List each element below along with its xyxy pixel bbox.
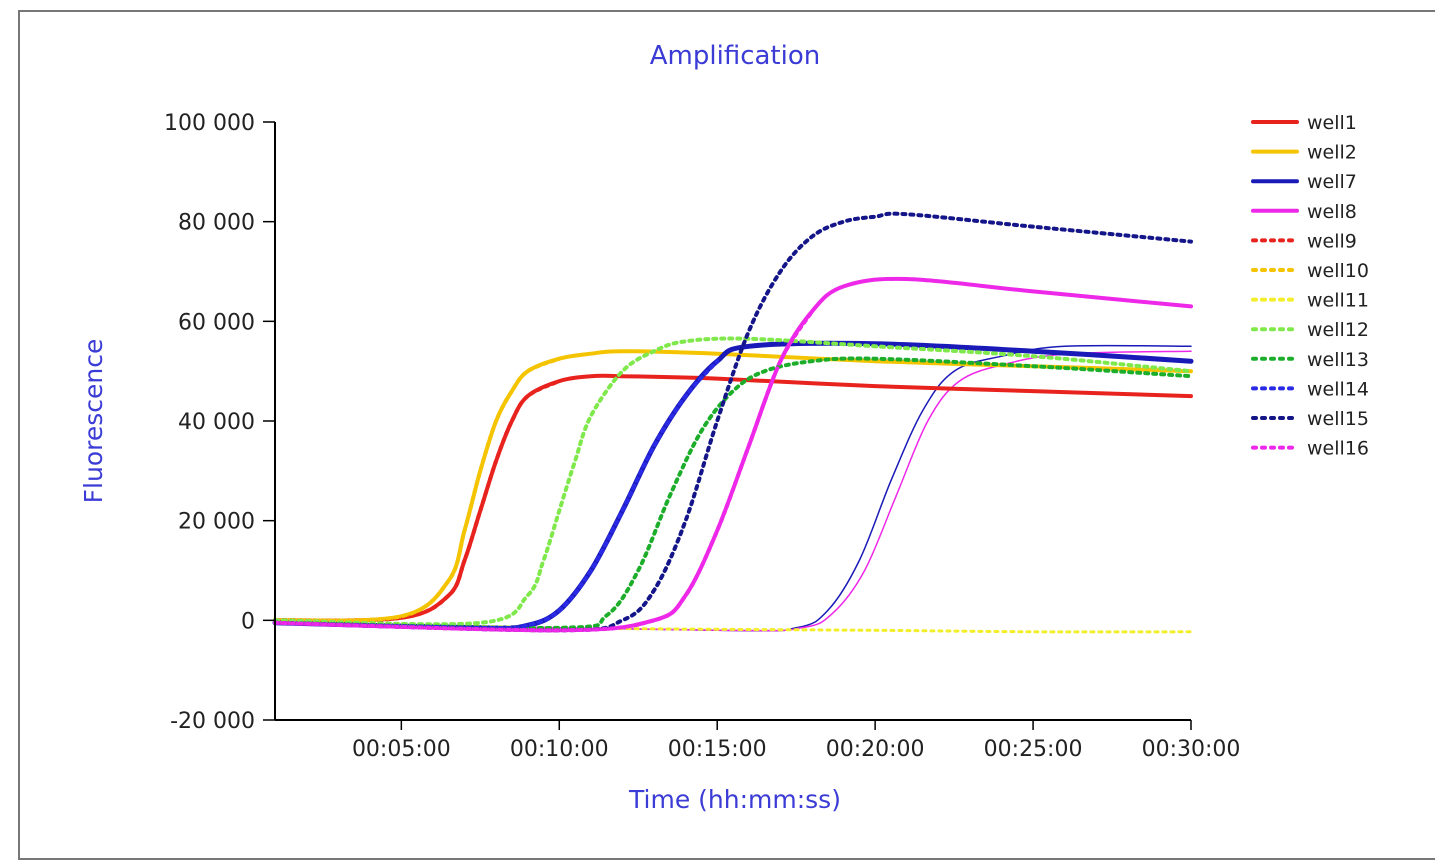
- legend-entry-well11: well11: [1307, 290, 1369, 312]
- y-tick-label: 0: [241, 609, 255, 634]
- series-line-well13: [273, 356, 1193, 630]
- legend-entry-well12: well12: [1307, 319, 1369, 341]
- series-line-well8: [273, 276, 1193, 633]
- x-tick-label: 00:05:00: [352, 737, 451, 762]
- x-tick-label: 00:30:00: [1142, 737, 1241, 762]
- x-tick-label: 00:15:00: [668, 737, 767, 762]
- series-line-well15: [273, 211, 1193, 633]
- y-tick-label: 100 000: [164, 111, 255, 136]
- legend-entry-well13: well13: [1307, 349, 1369, 371]
- legend-entry-well15: well15: [1307, 408, 1369, 430]
- legend-entry-well9: well9: [1307, 230, 1357, 252]
- series-line-well1: [273, 373, 1193, 623]
- x-tick-label: 00:25:00: [984, 737, 1083, 762]
- series-line-well10: [273, 356, 562, 623]
- series-line-well9: [273, 379, 562, 623]
- y-tick-label: 20 000: [178, 510, 255, 535]
- y-tick-label: 40 000: [178, 410, 255, 435]
- legend-entry-well14: well14: [1307, 378, 1369, 400]
- series-line-well14: [273, 359, 720, 630]
- legend-entry-well16: well16: [1307, 438, 1369, 460]
- chart-title: Amplification: [650, 41, 820, 71]
- legend-entry-well8: well8: [1307, 201, 1357, 223]
- y-tick-label: 80 000: [178, 211, 255, 236]
- legend-entry-well7: well7: [1307, 171, 1357, 193]
- legend: well1 well2 well7 well8 well9 well10 well11 wel…: [1251, 112, 1369, 460]
- y-tick-label: 60 000: [178, 310, 255, 335]
- series-line-well16: [273, 309, 814, 633]
- y-axis-label: Fluorescence: [79, 339, 108, 504]
- x-axis-label: Time (hh:mm:ss): [628, 785, 841, 814]
- legend-entry-well1: well1: [1307, 112, 1357, 134]
- chart-frame: [18, 10, 1435, 860]
- y-tick-label: -20 000: [170, 709, 255, 734]
- x-tick-label: 00:20:00: [826, 737, 925, 762]
- plot-area: [272, 211, 1194, 634]
- axes: 100 000 80 000 60 000 40 000 20 000 0 -20 000 0…: [164, 111, 1240, 762]
- legend-entry-well10: well10: [1307, 260, 1369, 282]
- series-line-well12: [273, 336, 1193, 627]
- legend-entry-well2: well2: [1307, 142, 1357, 164]
- x-tick-label: 00:10:00: [510, 737, 609, 762]
